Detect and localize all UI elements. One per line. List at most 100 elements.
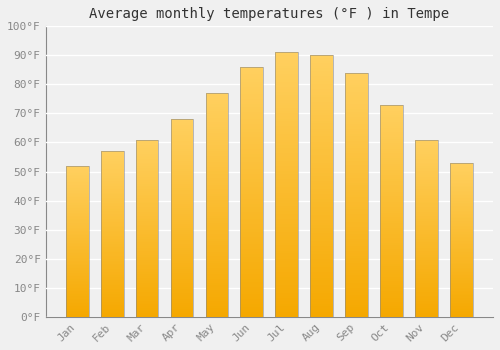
- Bar: [66, 170, 88, 172]
- Bar: [310, 110, 333, 113]
- Bar: [276, 245, 298, 248]
- Bar: [380, 177, 403, 179]
- Bar: [206, 100, 229, 102]
- Bar: [450, 260, 472, 261]
- Bar: [170, 226, 194, 228]
- Bar: [346, 309, 368, 312]
- Bar: [380, 111, 403, 113]
- Bar: [66, 196, 88, 197]
- Bar: [240, 79, 263, 82]
- Bar: [380, 315, 403, 317]
- Bar: [276, 177, 298, 179]
- Bar: [206, 276, 229, 279]
- Bar: [415, 148, 438, 150]
- Bar: [380, 136, 403, 139]
- Bar: [276, 137, 298, 140]
- Bar: [136, 226, 158, 228]
- Bar: [346, 153, 368, 156]
- Bar: [66, 287, 88, 288]
- Bar: [136, 251, 158, 253]
- Bar: [240, 189, 263, 192]
- Bar: [346, 287, 368, 290]
- Bar: [380, 179, 403, 181]
- Bar: [415, 203, 438, 205]
- Bar: [136, 271, 158, 273]
- Bar: [101, 277, 124, 279]
- Bar: [346, 314, 368, 317]
- Bar: [415, 304, 438, 306]
- Bar: [206, 234, 229, 236]
- Bar: [240, 75, 263, 77]
- Bar: [170, 119, 194, 121]
- Bar: [310, 275, 333, 278]
- Bar: [136, 193, 158, 195]
- Bar: [450, 186, 472, 188]
- Bar: [415, 163, 438, 164]
- Bar: [310, 241, 333, 244]
- Bar: [380, 255, 403, 257]
- Bar: [66, 261, 88, 262]
- Bar: [450, 265, 472, 266]
- Bar: [346, 134, 368, 136]
- Bar: [310, 92, 333, 94]
- Bar: [206, 303, 229, 306]
- Bar: [346, 312, 368, 314]
- Bar: [380, 130, 403, 132]
- Bar: [240, 272, 263, 274]
- Bar: [170, 279, 194, 281]
- Bar: [380, 276, 403, 279]
- Bar: [380, 294, 403, 296]
- Bar: [240, 110, 263, 112]
- Bar: [276, 240, 298, 243]
- Bar: [346, 185, 368, 188]
- Bar: [276, 52, 298, 317]
- Bar: [310, 210, 333, 212]
- Bar: [66, 212, 88, 214]
- Bar: [240, 134, 263, 137]
- Bar: [66, 187, 88, 188]
- Bar: [380, 124, 403, 126]
- Bar: [276, 82, 298, 84]
- Bar: [66, 259, 88, 261]
- Bar: [346, 112, 368, 114]
- Bar: [415, 210, 438, 212]
- Bar: [136, 228, 158, 230]
- Bar: [136, 255, 158, 257]
- Bar: [346, 88, 368, 90]
- Bar: [380, 204, 403, 206]
- Bar: [276, 119, 298, 121]
- Bar: [346, 170, 368, 173]
- Bar: [276, 140, 298, 142]
- Bar: [346, 124, 368, 126]
- Bar: [206, 259, 229, 261]
- Bar: [136, 205, 158, 207]
- Bar: [346, 231, 368, 234]
- Bar: [206, 140, 229, 142]
- Bar: [450, 254, 472, 255]
- Bar: [206, 118, 229, 120]
- Bar: [170, 210, 194, 212]
- Bar: [380, 228, 403, 230]
- Bar: [206, 205, 229, 207]
- Bar: [346, 168, 368, 170]
- Bar: [136, 299, 158, 301]
- Bar: [240, 217, 263, 219]
- Bar: [415, 232, 438, 233]
- Bar: [101, 214, 124, 216]
- Bar: [170, 163, 194, 165]
- Bar: [240, 164, 263, 167]
- Bar: [310, 157, 333, 160]
- Bar: [101, 179, 124, 181]
- Bar: [415, 212, 438, 214]
- Bar: [240, 184, 263, 187]
- Bar: [346, 195, 368, 197]
- Bar: [66, 268, 88, 270]
- Bar: [66, 211, 88, 212]
- Bar: [206, 187, 229, 189]
- Bar: [380, 196, 403, 198]
- Bar: [170, 295, 194, 297]
- Bar: [276, 55, 298, 58]
- Bar: [380, 141, 403, 143]
- Bar: [450, 221, 472, 223]
- Bar: [206, 274, 229, 277]
